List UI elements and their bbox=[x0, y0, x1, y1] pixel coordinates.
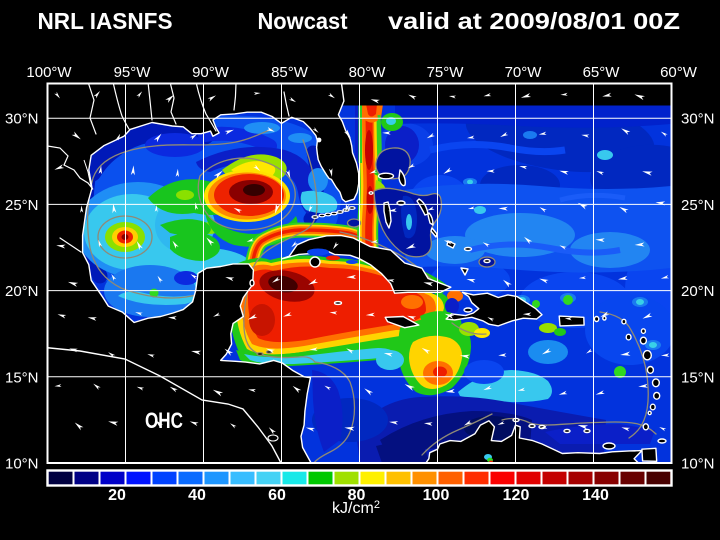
svg-text:NRL IASNFS: NRL IASNFS bbox=[38, 8, 173, 34]
svg-text:10°N: 10°N bbox=[5, 456, 39, 473]
svg-text:25°N: 25°N bbox=[681, 197, 715, 214]
svg-text:90°W: 90°W bbox=[192, 64, 230, 81]
svg-text:95°W: 95°W bbox=[114, 64, 152, 81]
svg-text:100: 100 bbox=[423, 487, 450, 504]
svg-text:60°W: 60°W bbox=[660, 64, 698, 81]
svg-text:15°N: 15°N bbox=[681, 369, 715, 386]
svg-text:10°N: 10°N bbox=[681, 456, 715, 473]
svg-text:Nowcast: Nowcast bbox=[258, 8, 348, 34]
svg-text:20°N: 20°N bbox=[681, 283, 715, 300]
svg-text:85°W: 85°W bbox=[271, 64, 309, 81]
svg-text:40: 40 bbox=[188, 487, 206, 504]
svg-text:30°N: 30°N bbox=[681, 111, 715, 128]
svg-text:80°W: 80°W bbox=[349, 64, 387, 81]
svg-text:20: 20 bbox=[108, 487, 126, 504]
svg-text:70°W: 70°W bbox=[505, 64, 543, 81]
svg-text:30°N: 30°N bbox=[5, 111, 39, 128]
svg-text:20°N: 20°N bbox=[5, 283, 39, 300]
svg-text:65°W: 65°W bbox=[583, 64, 621, 81]
svg-text:100°W: 100°W bbox=[26, 64, 72, 81]
svg-text:120: 120 bbox=[503, 487, 530, 504]
svg-text:60: 60 bbox=[268, 487, 286, 504]
svg-text:OHC: OHC bbox=[145, 408, 183, 433]
svg-text:25°N: 25°N bbox=[5, 197, 39, 214]
svg-text:75°W: 75°W bbox=[427, 64, 465, 81]
svg-text:80: 80 bbox=[348, 487, 366, 504]
svg-text:valid at 2009/08/01 00Z: valid at 2009/08/01 00Z bbox=[388, 8, 680, 34]
svg-text:kJ/cm2: kJ/cm2 bbox=[332, 499, 380, 517]
svg-text:15°N: 15°N bbox=[5, 369, 39, 386]
svg-text:140: 140 bbox=[582, 487, 609, 504]
